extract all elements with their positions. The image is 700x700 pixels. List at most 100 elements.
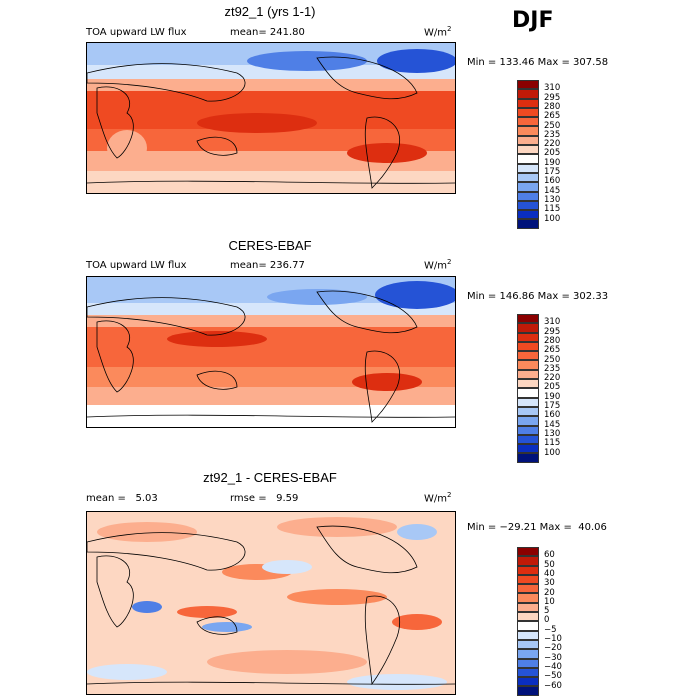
colorbar-swatch	[517, 323, 539, 333]
colorbar-tick-label: 20	[544, 587, 555, 598]
colorbar-tick-label: 30	[544, 578, 555, 589]
colorbar-tick-label: 235	[544, 129, 561, 140]
colorbar-swatch	[517, 406, 539, 417]
colorbar-swatch	[517, 369, 539, 380]
panel-1-minmax: Min = 133.46 Max = 307.58	[467, 57, 609, 68]
colorbar-swatch	[517, 574, 539, 585]
colorbar-swatch	[517, 639, 539, 650]
colorbar-tick-label: 10	[544, 596, 555, 607]
colorbar-swatch	[517, 200, 539, 211]
panel-1-variable-label: TOA upward LW flux	[86, 27, 187, 38]
colorbar-tick-label: 145	[544, 185, 561, 196]
colorbar-swatch	[517, 686, 539, 696]
panel-3-map	[86, 511, 456, 695]
colorbar-swatch	[517, 98, 539, 108]
colorbar-tick-label: 235	[544, 363, 561, 374]
colorbar-tick-label: 205	[544, 382, 561, 393]
colorbar-swatch	[517, 135, 539, 146]
colorbar-swatch	[517, 630, 539, 640]
colorbar-swatch	[517, 126, 539, 136]
colorbar-swatch	[517, 314, 539, 324]
colorbar-swatch	[517, 89, 539, 99]
colorbar-tick-label: 205	[544, 148, 561, 159]
colorbar-swatch	[517, 360, 539, 370]
panel-2-colorbar-swatches	[517, 314, 539, 463]
colorbar-swatch	[517, 341, 539, 352]
colorbar-swatch	[517, 172, 539, 183]
colorbar-tick-label: 0	[544, 615, 550, 626]
panel-3-rmse-label: rmse = 9.59	[230, 493, 299, 504]
panel-1-title: zt92_1 (yrs 1-1)	[224, 4, 316, 19]
colorbar-tick-label: −50	[544, 671, 562, 682]
colorbar-tick-label: 130	[544, 194, 561, 205]
panel-3-colorbar	[517, 547, 539, 696]
colorbar-swatch	[517, 219, 539, 229]
colorbar-tick-label: 100	[544, 213, 561, 224]
colorbar-swatch	[517, 379, 539, 389]
colorbar-tick-label: 310	[544, 317, 561, 328]
colorbar-swatch	[517, 556, 539, 566]
colorbar-tick-label: 130	[544, 428, 561, 439]
colorbar-tick-label: 250	[544, 120, 561, 131]
colorbar-tick-label: 145	[544, 419, 561, 430]
colorbar-tick-label: 190	[544, 391, 561, 402]
colorbar-tick-label: 220	[544, 373, 561, 384]
colorbar-tick-label: −20	[544, 643, 562, 654]
colorbar-tick-label: 310	[544, 83, 561, 94]
colorbar-tick-label: −30	[544, 652, 562, 663]
colorbar-swatch	[517, 107, 539, 118]
colorbar-tick-label: 5	[544, 606, 550, 617]
panel-1-colorbar-swatches	[517, 80, 539, 229]
colorbar-tick-label: 60	[544, 550, 555, 561]
panel-3-mean-label: mean = 5.03	[86, 493, 158, 504]
colorbar-swatch	[517, 163, 539, 173]
colorbar-tick-label: 175	[544, 167, 561, 177]
colorbar-tick-label: 175	[544, 401, 561, 411]
panel-2-units: W/m2	[424, 258, 452, 272]
panel-3-colorbar-ticks: 60 50 40 30 20 10 5 0 −5 −10 −20 −30 −40 −50 −60	[544, 547, 574, 697]
colorbar-swatch	[517, 649, 539, 659]
colorbar-tick-label: −60	[544, 680, 562, 691]
colorbar-swatch	[517, 182, 539, 192]
colorbar-swatch	[517, 154, 539, 164]
colorbar-tick-label: 40	[544, 568, 555, 579]
colorbar-swatch	[517, 145, 539, 155]
panel-3-units: W/m2	[424, 491, 452, 505]
panel-1-mean-label: mean= 241.80	[230, 27, 305, 38]
panel-2-colorbar	[517, 314, 539, 463]
panel-3-minmax: Min = −29.21 Max = 40.06	[467, 522, 607, 533]
colorbar-tick-label: 160	[544, 176, 561, 187]
panel-2-colorbar-ticks: 310 295 280 265 250 235 220 205 190 175 160 145 130 1…	[544, 314, 574, 464]
panel-2-variable-label: TOA upward LW flux	[86, 260, 187, 271]
colorbar-swatch	[517, 453, 539, 463]
colorbar-tick-label: 220	[544, 139, 561, 150]
panel-1-map	[86, 42, 456, 194]
panel-1-colorbar-ticks: 310 295 280 265 250 235 220 205 190 175 160 145 130 1…	[544, 80, 574, 230]
colorbar-swatch	[517, 444, 539, 454]
colorbar-tick-label: 160	[544, 410, 561, 421]
colorbar-swatch	[517, 658, 539, 668]
colorbar-swatch	[517, 547, 539, 557]
colorbar-swatch	[517, 612, 539, 622]
panel-2-title: CERES-EBAF	[228, 238, 312, 253]
colorbar-tick-label: 100	[544, 447, 561, 458]
colorbar-tick-label: −40	[544, 661, 562, 672]
colorbar-swatch	[517, 434, 539, 445]
colorbar-swatch	[517, 117, 539, 127]
colorbar-tick-label: 265	[544, 111, 561, 122]
colorbar-swatch	[517, 602, 539, 613]
colorbar-tick-label: 250	[544, 354, 561, 365]
panel-3-title: zt92_1 - CERES-EBAF	[203, 470, 337, 485]
colorbar-swatch	[517, 425, 539, 435]
colorbar-swatch	[517, 80, 539, 90]
colorbar-tick-label: 295	[544, 326, 561, 337]
colorbar-swatch	[517, 351, 539, 361]
panel-2-map	[86, 276, 456, 428]
panel-1-units: W/m2	[424, 25, 452, 39]
colorbar-tick-label: −5	[544, 624, 557, 635]
colorbar-swatch	[517, 332, 539, 342]
colorbar-swatch	[517, 593, 539, 603]
colorbar-tick-label: 295	[544, 92, 561, 103]
panel-2-mean-label: mean= 236.77	[230, 260, 305, 271]
colorbar-tick-label: 280	[544, 335, 561, 346]
